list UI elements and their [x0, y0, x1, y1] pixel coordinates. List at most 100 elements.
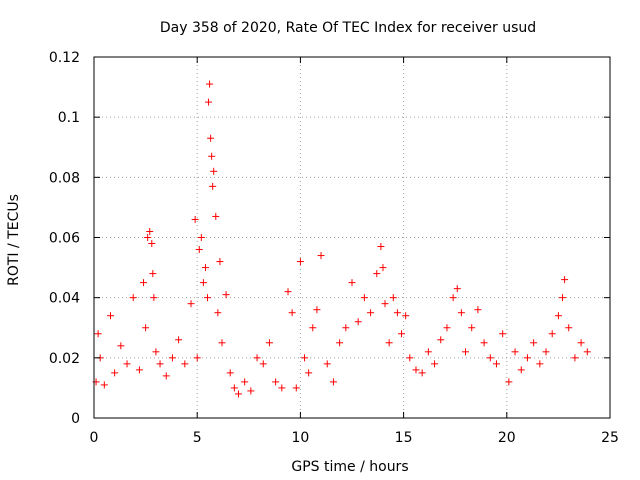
- data-point: [377, 243, 385, 251]
- data-point: [162, 372, 170, 380]
- data-point: [536, 360, 544, 368]
- data-point: [284, 288, 292, 296]
- data-point: [468, 324, 476, 332]
- data-point: [443, 324, 451, 332]
- y-tick-label: 0.06: [49, 231, 80, 247]
- data-points: [92, 80, 591, 398]
- data-point: [218, 339, 226, 347]
- data-point: [381, 300, 389, 308]
- data-point: [201, 264, 209, 272]
- data-point: [146, 227, 154, 235]
- data-point: [317, 252, 325, 260]
- data-point: [453, 285, 461, 293]
- data-point: [288, 309, 296, 317]
- x-axis-label: GPS time / hours: [291, 459, 408, 475]
- data-point: [517, 366, 525, 374]
- y-tick-label: 0.12: [49, 50, 80, 66]
- x-tick-label: 10: [291, 430, 309, 446]
- data-point: [168, 354, 176, 362]
- data-point: [144, 234, 152, 241]
- y-tick-label: 0.08: [49, 170, 80, 186]
- data-point: [329, 378, 337, 386]
- data-point: [148, 240, 156, 248]
- data-point: [204, 294, 212, 302]
- data-point: [511, 348, 519, 356]
- data-point: [561, 276, 569, 284]
- data-point: [195, 246, 203, 254]
- data-point: [208, 152, 216, 160]
- data-point: [209, 182, 217, 190]
- data-point: [156, 360, 164, 368]
- data-point: [272, 378, 280, 386]
- data-point: [486, 354, 494, 362]
- data-point: [389, 294, 397, 302]
- data-point: [309, 324, 317, 332]
- data-point: [437, 336, 445, 344]
- data-point: [265, 339, 273, 347]
- data-point: [191, 215, 199, 223]
- data-point: [571, 354, 579, 362]
- data-point: [418, 369, 426, 377]
- data-point: [142, 324, 150, 332]
- x-tick-label: 0: [90, 430, 99, 446]
- data-point: [577, 339, 585, 347]
- data-point: [393, 309, 401, 317]
- data-point: [565, 324, 573, 332]
- x-tick-label: 20: [498, 430, 516, 446]
- data-point: [462, 348, 470, 356]
- data-point: [181, 360, 189, 368]
- y-tick-label: 0.04: [49, 291, 80, 307]
- data-point: [117, 342, 125, 350]
- data-point: [222, 291, 230, 299]
- y-tick-label: 0.02: [49, 351, 80, 367]
- data-point: [373, 270, 381, 278]
- data-point: [499, 330, 507, 338]
- data-point: [342, 324, 350, 332]
- data-point: [412, 366, 420, 374]
- data-point: [292, 384, 300, 392]
- x-tick-label: 25: [601, 430, 619, 446]
- data-point: [241, 378, 249, 386]
- data-point: [305, 369, 313, 377]
- data-point: [123, 360, 131, 368]
- data-point: [523, 354, 531, 362]
- chart-title: Day 358 of 2020, Rate Of TEC Index for r…: [160, 20, 536, 36]
- data-point: [367, 309, 375, 317]
- data-point: [542, 348, 550, 356]
- data-point: [94, 330, 102, 338]
- data-point: [505, 378, 513, 386]
- data-point: [149, 270, 157, 278]
- data-point: [214, 309, 222, 317]
- data-point: [216, 258, 224, 266]
- data-point: [398, 330, 406, 338]
- data-point: [348, 279, 356, 287]
- data-point: [230, 384, 238, 392]
- y-tick-label: 0.1: [58, 110, 80, 126]
- data-point: [554, 312, 562, 320]
- data-point: [323, 360, 331, 368]
- data-point: [107, 312, 115, 320]
- grid-lines: [94, 57, 610, 418]
- data-point: [247, 387, 255, 395]
- y-tick-label: 0: [71, 411, 80, 427]
- data-point: [135, 366, 143, 374]
- data-point: [402, 312, 410, 320]
- data-point: [301, 354, 309, 362]
- data-point: [559, 294, 567, 302]
- data-point: [313, 306, 321, 314]
- data-point: [129, 294, 137, 302]
- plot-frame: [93, 56, 611, 419]
- data-point: [253, 354, 261, 362]
- data-point: [150, 294, 158, 302]
- data-point: [259, 360, 267, 368]
- data-point: [296, 258, 304, 266]
- data-point: [474, 306, 482, 314]
- data-point: [206, 80, 214, 88]
- data-point: [207, 134, 215, 142]
- data-point: [197, 234, 205, 241]
- data-point: [234, 390, 242, 398]
- data-point: [140, 279, 148, 287]
- data-point: [100, 381, 108, 389]
- data-point: [152, 348, 160, 356]
